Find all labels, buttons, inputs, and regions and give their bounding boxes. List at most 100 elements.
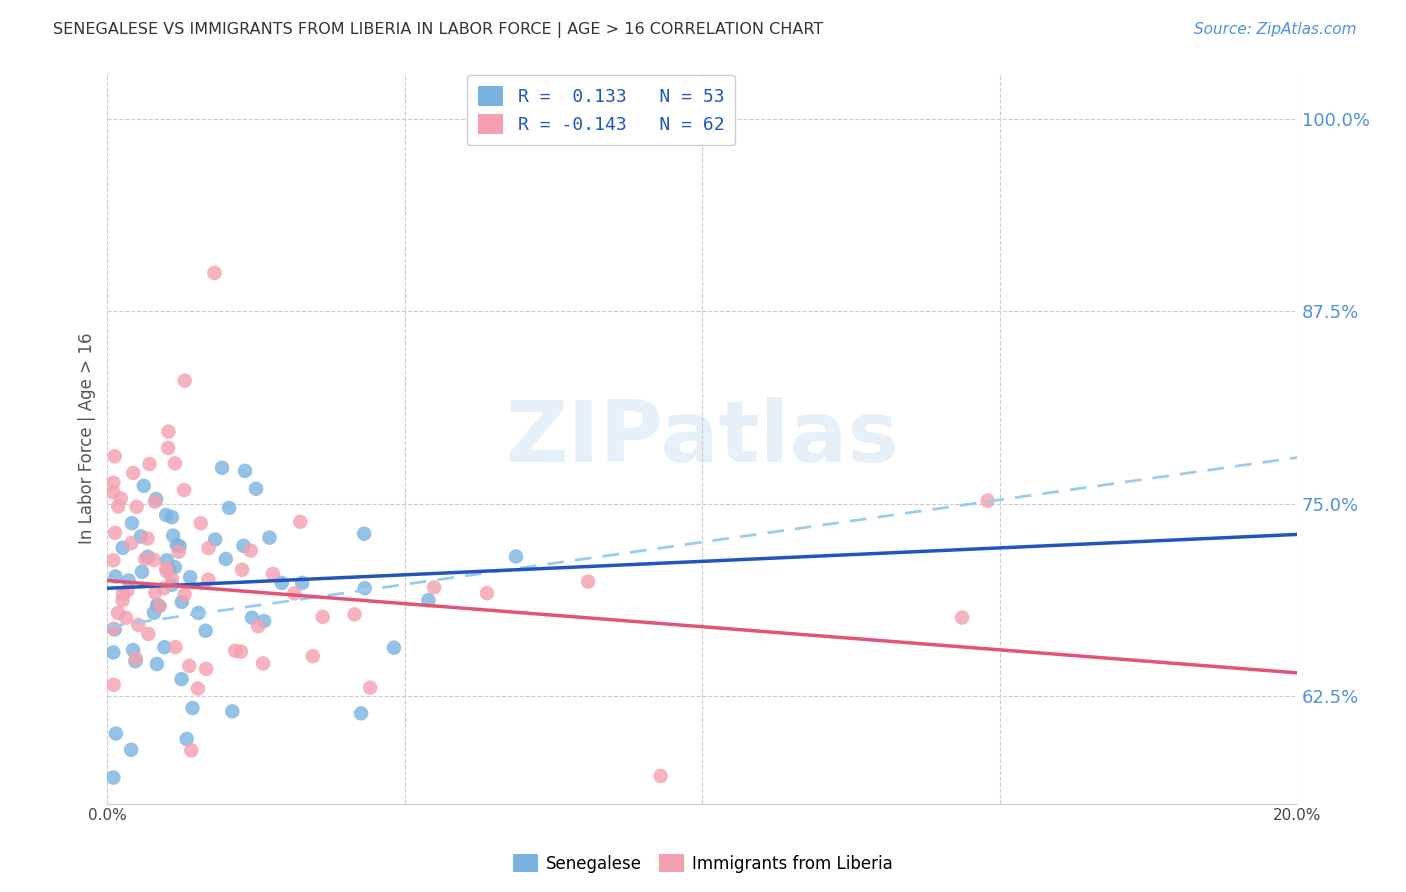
Point: [132, 479, 155, 493]
Point: [155, 508, 177, 522]
Point: [142, 553, 165, 567]
Point: [505, 549, 527, 564]
Point: [160, 510, 183, 524]
Point: [103, 678, 125, 692]
Point: [181, 701, 204, 715]
Point: [146, 657, 169, 671]
Point: [650, 769, 672, 783]
Point: [423, 581, 446, 595]
Point: [418, 593, 440, 607]
Point: [475, 586, 498, 600]
Point: [204, 266, 226, 280]
Point: [104, 726, 127, 740]
Point: [232, 539, 254, 553]
Point: [103, 771, 125, 785]
Point: [353, 526, 375, 541]
Point: [312, 610, 335, 624]
Point: [950, 610, 973, 624]
Point: [157, 441, 180, 455]
Point: [195, 662, 218, 676]
Point: [253, 614, 276, 628]
Point: [103, 553, 125, 567]
Point: [111, 541, 134, 555]
Point: [163, 560, 186, 574]
Point: [136, 532, 159, 546]
Point: [153, 640, 176, 655]
Point: [103, 622, 125, 636]
Point: [170, 672, 193, 686]
Point: [160, 572, 183, 586]
Text: SENEGALESE VS IMMIGRANTS FROM LIBERIA IN LABOR FORCE | AGE > 16 CORRELATION CHAR: SENEGALESE VS IMMIGRANTS FROM LIBERIA IN…: [53, 22, 824, 38]
Point: [115, 611, 138, 625]
Point: [153, 581, 176, 595]
Point: [103, 475, 125, 490]
Point: [136, 549, 159, 564]
Point: [187, 681, 209, 696]
Point: [194, 624, 217, 638]
Point: [245, 482, 267, 496]
Point: [218, 500, 240, 515]
Point: [143, 494, 166, 508]
Point: [103, 485, 125, 500]
Point: [143, 606, 166, 620]
Point: [149, 599, 172, 614]
Y-axis label: In Labor Force | Age > 16: In Labor Force | Age > 16: [79, 333, 96, 544]
Point: [350, 706, 373, 721]
Point: [117, 583, 139, 598]
Point: [197, 541, 219, 555]
Point: [359, 681, 381, 695]
Point: [110, 491, 132, 506]
Point: [239, 543, 262, 558]
Point: [180, 743, 202, 757]
Point: [252, 657, 274, 671]
Point: [173, 374, 195, 388]
Point: [143, 586, 166, 600]
Point: [233, 464, 256, 478]
Point: [122, 466, 145, 480]
Point: [134, 552, 156, 566]
Point: [160, 578, 183, 592]
Point: [156, 565, 179, 579]
Point: [169, 540, 191, 554]
Point: [124, 654, 146, 668]
Point: [162, 528, 184, 542]
Point: [146, 598, 169, 612]
Point: [382, 640, 405, 655]
Point: [179, 570, 201, 584]
Point: [190, 516, 212, 531]
Point: [576, 574, 599, 589]
Point: [291, 576, 314, 591]
Point: [343, 607, 366, 622]
Point: [111, 593, 134, 607]
Point: [107, 500, 129, 514]
Point: [173, 483, 195, 497]
Text: Source: ZipAtlas.com: Source: ZipAtlas.com: [1194, 22, 1357, 37]
Point: [157, 425, 180, 439]
Point: [173, 588, 195, 602]
Legend: R =  0.133   N = 53, R = -0.143   N = 62: R = 0.133 N = 53, R = -0.143 N = 62: [467, 75, 735, 145]
Point: [155, 561, 177, 575]
Point: [270, 575, 292, 590]
Point: [170, 595, 193, 609]
Point: [125, 500, 148, 514]
Point: [104, 525, 127, 540]
Point: [131, 565, 153, 579]
Point: [215, 552, 238, 566]
Point: [167, 545, 190, 559]
Point: [240, 610, 263, 624]
Point: [107, 606, 129, 620]
Point: [166, 538, 188, 552]
Point: [231, 563, 253, 577]
Point: [283, 586, 305, 600]
Point: [120, 743, 142, 757]
Point: [977, 493, 1000, 508]
Point: [290, 515, 312, 529]
Point: [165, 640, 187, 655]
Point: [129, 529, 152, 543]
Point: [179, 658, 201, 673]
Point: [121, 516, 143, 530]
Point: [187, 606, 209, 620]
Text: ZIPatlas: ZIPatlas: [505, 397, 898, 480]
Point: [221, 704, 243, 718]
Point: [211, 460, 233, 475]
